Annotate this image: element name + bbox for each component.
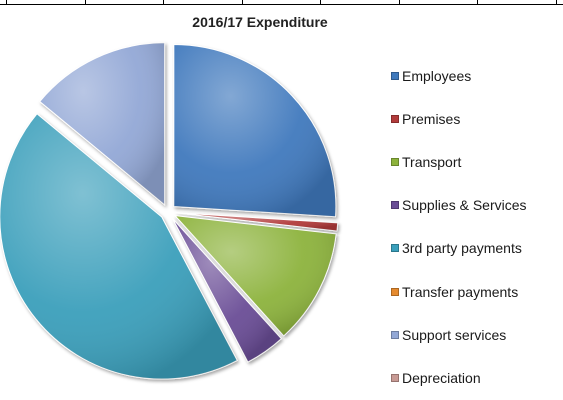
pie-slice-shine [175, 215, 337, 336]
legend-item-transport: Transport [391, 140, 527, 183]
pie-slice-shine [0, 113, 238, 379]
legend-swatch [391, 157, 399, 166]
top-rule-tick [477, 0, 478, 5]
legend-swatch [391, 71, 399, 80]
legend-item-premises: Premises [391, 97, 527, 140]
legend-item-transfer-payments: Transfer payments [391, 270, 527, 313]
legend-item-supplies-services: Supplies & Services [391, 184, 527, 227]
pie-chart [0, 42, 339, 380]
top-rule-tick [242, 0, 243, 5]
chart-legend: Employees Premises Transport Supplies & Ser… [391, 54, 527, 400]
chart-title: 2016/17 Expenditure [192, 14, 328, 30]
legend-item-support-services: Support services [391, 313, 527, 356]
top-rule-tick [6, 0, 7, 5]
legend-item-3rd-party-payments: 3rd party payments [391, 227, 527, 270]
top-rule-tick [163, 0, 164, 5]
legend-label: Depreciation [402, 369, 481, 386]
legend-item-depreciation: Depreciation [391, 356, 527, 399]
top-rule-tick [399, 0, 400, 5]
pie-slice-shine [173, 44, 336, 217]
legend-label: Transfer payments [402, 283, 519, 300]
legend-label: Supplies & Services [402, 197, 527, 214]
legend-label: 3rd party payments [402, 240, 522, 257]
top-rule-tick [320, 0, 321, 5]
legend-item-employees: Employees [391, 54, 527, 97]
pie-slice-shine [39, 42, 165, 205]
top-rule [0, 0, 563, 5]
legend-label: Premises [402, 110, 461, 127]
legend-swatch [391, 330, 399, 339]
pie-slice-shine [172, 218, 282, 362]
legend-label: Employees [402, 67, 472, 84]
legend-swatch [391, 244, 399, 253]
top-rule-tick [556, 0, 557, 5]
top-rule-tick [85, 0, 86, 5]
pie-slice-shine [175, 212, 338, 231]
legend-swatch [391, 287, 399, 296]
legend-label: Transport [402, 153, 462, 170]
legend-swatch [391, 373, 399, 382]
legend-swatch [391, 114, 399, 123]
legend-swatch [391, 201, 399, 210]
legend-label: Support services [402, 326, 507, 343]
